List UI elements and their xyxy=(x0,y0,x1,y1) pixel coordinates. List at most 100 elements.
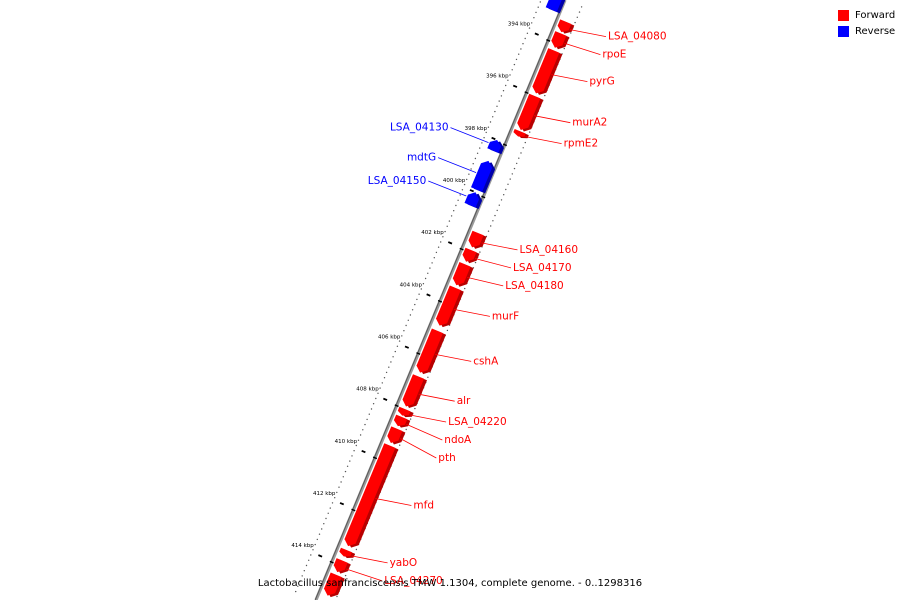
axis-tick-label: 412 kbp xyxy=(313,491,336,497)
gene-arrow[interactable] xyxy=(333,558,351,574)
gene-label[interactable]: LSA_04150 xyxy=(368,175,427,187)
guide-dot xyxy=(479,147,481,149)
gene-label[interactable]: cshA xyxy=(473,355,499,367)
guide-dot xyxy=(524,141,526,144)
guide-dot xyxy=(526,32,529,34)
guide-dot xyxy=(351,455,353,457)
axis-tick-label: 406 kbp xyxy=(378,335,401,341)
gene-arrow[interactable] xyxy=(452,262,474,287)
gene-arrow[interactable] xyxy=(517,93,544,132)
legend: Forward Reverse xyxy=(838,8,895,40)
gene-label[interactable]: rpmE2 xyxy=(564,138,599,150)
gene-label[interactable]: LSA_04270 xyxy=(384,575,443,587)
gene-label[interactable]: murF xyxy=(492,310,519,322)
gene-label[interactable]: mfd xyxy=(413,500,434,512)
gene-arrow[interactable] xyxy=(416,328,447,375)
guide-dot xyxy=(485,131,487,134)
gene-label[interactable]: pth xyxy=(438,452,455,464)
gene-arrow[interactable] xyxy=(462,247,480,264)
gene-label[interactable]: LSA_04180 xyxy=(505,280,564,292)
guide-dot xyxy=(444,230,446,233)
guide-dot xyxy=(516,162,518,165)
gene-arrow[interactable] xyxy=(545,0,568,14)
guide-dot xyxy=(420,288,422,290)
gene-label[interactable]: pyrG xyxy=(589,76,614,88)
guide-dot xyxy=(440,241,442,243)
guide-dot xyxy=(355,548,358,551)
gene-arrow[interactable] xyxy=(471,160,496,194)
legend-label-forward: Forward xyxy=(855,10,896,21)
axis-tick-inner xyxy=(372,456,378,460)
gene-leader-line xyxy=(418,393,455,402)
gene-arrow[interactable] xyxy=(487,140,504,155)
guide-dot xyxy=(498,100,500,102)
gene-leader-line xyxy=(569,29,607,37)
gene-label[interactable]: yabO xyxy=(390,557,418,569)
guide-dot xyxy=(570,32,572,34)
gene-label[interactable]: LSA_04220 xyxy=(448,416,507,428)
guide-dot xyxy=(327,512,329,514)
gene-label[interactable]: LSA_04080 xyxy=(608,31,667,43)
gene-leader-line xyxy=(428,180,467,197)
gene-leader-line xyxy=(551,74,588,82)
gene-label[interactable]: alr xyxy=(457,395,471,407)
gene-label[interactable]: mdtG xyxy=(407,152,436,164)
gene-arrow[interactable] xyxy=(468,230,487,249)
guide-dot xyxy=(494,110,496,113)
guide-dot xyxy=(437,246,440,248)
guide-dot xyxy=(442,236,444,238)
guide-dot xyxy=(396,345,399,347)
guide-dot xyxy=(390,361,392,363)
gene-arrow[interactable] xyxy=(436,285,464,328)
guide-dot xyxy=(331,502,334,504)
guide-dot xyxy=(498,204,500,206)
axis-tick xyxy=(469,189,474,193)
gene-arrow[interactable] xyxy=(402,374,428,408)
gene-label[interactable]: ndoA xyxy=(444,434,472,446)
axis-tick-label: 394 kbp xyxy=(508,22,531,28)
guide-dot xyxy=(303,570,305,572)
guide-dot xyxy=(299,580,301,582)
guide-dot xyxy=(403,330,405,332)
guide-dot xyxy=(368,413,370,415)
guide-dot xyxy=(407,319,409,321)
gene-arrow[interactable] xyxy=(387,426,406,445)
gene-arrow[interactable] xyxy=(551,31,570,50)
gene-label[interactable]: LSA_04170 xyxy=(513,262,572,274)
guide-dot xyxy=(496,209,498,212)
gene-label[interactable]: murA2 xyxy=(572,117,607,129)
guide-dot xyxy=(513,63,516,66)
gene-features xyxy=(324,0,575,598)
axis-tick-inner xyxy=(546,39,551,42)
gene-arrow[interactable] xyxy=(532,48,563,95)
gene-arrow[interactable] xyxy=(557,19,575,34)
gene-label[interactable]: LSA_04130 xyxy=(390,122,449,134)
axis-tick-label: 404 kbp xyxy=(400,282,423,288)
guide-dot xyxy=(318,533,321,535)
guide-dot xyxy=(342,476,344,478)
guide-dot xyxy=(483,137,485,139)
guide-dot xyxy=(414,407,416,410)
guide-dot xyxy=(392,356,394,358)
axis-tick-inner xyxy=(502,143,508,147)
guide-dot xyxy=(515,58,518,61)
guide-dot xyxy=(364,423,366,426)
guide-dot xyxy=(435,251,438,254)
guide-dot xyxy=(578,11,581,13)
guide-dot xyxy=(357,439,360,441)
guide-dot xyxy=(446,329,449,332)
gene-arrow[interactable] xyxy=(324,572,345,598)
axis-tick xyxy=(318,554,323,558)
gene-arrow[interactable] xyxy=(344,443,399,548)
gene-arrow[interactable] xyxy=(464,192,483,209)
guide-dot xyxy=(381,382,383,384)
guide-dot xyxy=(505,188,507,191)
guide-dot xyxy=(466,178,468,181)
guide-dot xyxy=(362,429,364,431)
axis-tick xyxy=(404,345,410,349)
guide-dot xyxy=(472,163,474,165)
gene-label[interactable]: rpoE xyxy=(602,49,626,61)
gene-label[interactable]: LSA_04160 xyxy=(520,244,579,256)
guide-dot xyxy=(529,131,531,133)
